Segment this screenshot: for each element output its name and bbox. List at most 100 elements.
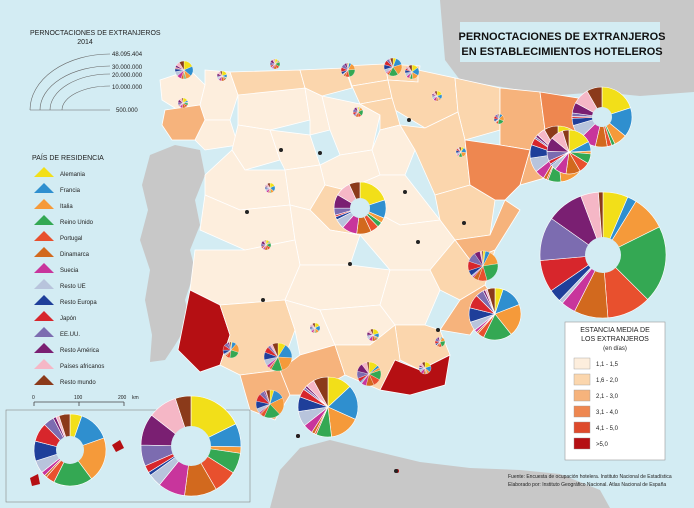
pie-slice — [366, 361, 370, 375]
size-circle-4 — [61, 85, 111, 111]
province-palencia — [304, 87, 331, 136]
pie-slice — [265, 239, 267, 246]
stay-legend-unit: (en días) — [603, 346, 627, 352]
stay-swatch — [573, 437, 591, 450]
source-line1: Fuente: Encuesta de ocupación hotelera. … — [508, 474, 672, 480]
stay-label: 2,1 - 3,0 — [596, 394, 619, 400]
pie-slice — [370, 328, 374, 336]
pie-slice — [272, 342, 279, 358]
province-tarragona — [464, 139, 531, 201]
pie-dot — [416, 240, 420, 244]
pie-slice — [313, 376, 329, 408]
pie-hole — [56, 436, 84, 464]
stay-swatch — [573, 389, 591, 402]
pie-hole — [592, 107, 612, 127]
stay-swatch — [573, 357, 591, 370]
pie-slice — [421, 361, 426, 369]
country-label: Resto América — [60, 348, 100, 354]
pie-hole — [585, 237, 621, 273]
pie-dot — [279, 148, 283, 152]
country-label: Japón — [60, 316, 76, 322]
pie-dot — [348, 262, 352, 266]
pie-slice — [347, 62, 349, 71]
stay-legend: ESTANCIA MEDIA DE LOS EXTRANJEROS (en dí… — [564, 321, 666, 461]
country-label: Resto Europa — [60, 300, 97, 306]
pie-slice — [181, 97, 184, 104]
pie-slice — [267, 182, 271, 189]
country-swatch — [34, 231, 54, 241]
pie-dot — [296, 434, 300, 438]
size-circle-1 — [29, 53, 111, 111]
province-zamora — [231, 124, 281, 171]
pie-dot — [318, 151, 322, 155]
size-value-3: 20.000.000 — [112, 73, 143, 79]
title-line2: EN ESTABLECIMIENTOS HOTELEROS — [461, 46, 662, 58]
province-ciudad-real — [284, 264, 391, 311]
pie-dot — [245, 210, 249, 214]
pie-slice — [312, 322, 316, 329]
pie-dot — [436, 328, 440, 332]
stay-label: 4,1 - 5,0 — [596, 426, 619, 432]
country-swatch — [34, 327, 54, 337]
country-label: Francia — [60, 188, 81, 194]
pie-slice — [602, 226, 667, 300]
stay-swatch — [573, 405, 591, 418]
country-legend-title: PAÍS DE RESIDENCIA — [32, 153, 104, 162]
country-swatch — [34, 311, 54, 321]
pie-slice — [179, 60, 185, 71]
pie-slice — [229, 341, 232, 351]
scale-200: 200 — [118, 395, 127, 401]
pie-slice — [434, 90, 438, 97]
country-swatch — [34, 359, 54, 369]
province-pies — [174, 57, 667, 473]
size-value-1: 48.095.404 — [112, 52, 143, 58]
stay-swatch — [573, 373, 591, 386]
size-legend-title: PERNOCTACIONES DE EXTRANJEROS — [30, 30, 161, 37]
country-swatch — [34, 167, 54, 177]
country-label: EE.UU. — [60, 332, 80, 338]
pie-slice — [601, 86, 631, 118]
pie-dot — [407, 118, 411, 122]
country-label: Dinamarca — [60, 252, 90, 258]
source-line2: Elaborado por: Instituto Geográfico Naci… — [508, 482, 666, 488]
stay-label: >5,0 — [596, 442, 609, 448]
stay-label: 1,1 - 1,5 — [596, 362, 619, 368]
scale-bar: 0 100 200 km — [32, 395, 139, 406]
country-label: Italia — [60, 204, 73, 210]
country-label: Portugal — [60, 236, 82, 242]
pie-slice — [265, 389, 271, 405]
country-label: Suecia — [60, 268, 79, 274]
province-cantabria — [299, 67, 353, 97]
country-swatch — [34, 199, 54, 209]
pie-dot — [394, 469, 398, 473]
pie-slice — [458, 146, 462, 153]
africa-land — [270, 440, 610, 508]
province-ourense — [194, 119, 239, 151]
country-label: Países africanos — [60, 364, 104, 370]
map-title: PERNOCTACIONES DE EXTRANJEROS EN ESTABLE… — [459, 22, 666, 62]
country-swatch — [34, 343, 54, 353]
province-leon — [237, 87, 311, 131]
size-legend-year: 2014 — [77, 39, 93, 46]
stay-legend-title-1: ESTANCIA MEDIA DE — [580, 327, 650, 334]
pie-slice — [562, 129, 570, 153]
scale-km: km — [132, 395, 139, 401]
pie-slice — [486, 287, 496, 315]
size-circle-3 — [49, 73, 111, 111]
stay-label: 3,1 - 4,0 — [596, 410, 619, 416]
country-label: Resto mundo — [60, 380, 96, 386]
country-swatch — [34, 279, 54, 289]
size-value-4: 10.000.000 — [112, 85, 143, 91]
country-swatch — [34, 247, 54, 257]
pie-slice — [389, 57, 394, 68]
country-swatch — [34, 263, 54, 273]
country-label: Resto UE — [60, 284, 86, 290]
size-legend: PERNOCTACIONES DE EXTRANJEROS 2014 48.09… — [28, 22, 161, 122]
pie-dot — [403, 190, 407, 194]
size-value-2: 30.000.000 — [112, 65, 143, 71]
pie-slice — [481, 250, 484, 267]
country-swatch — [34, 375, 54, 385]
pie-hole — [350, 198, 370, 218]
scale-100: 100 — [74, 395, 83, 401]
